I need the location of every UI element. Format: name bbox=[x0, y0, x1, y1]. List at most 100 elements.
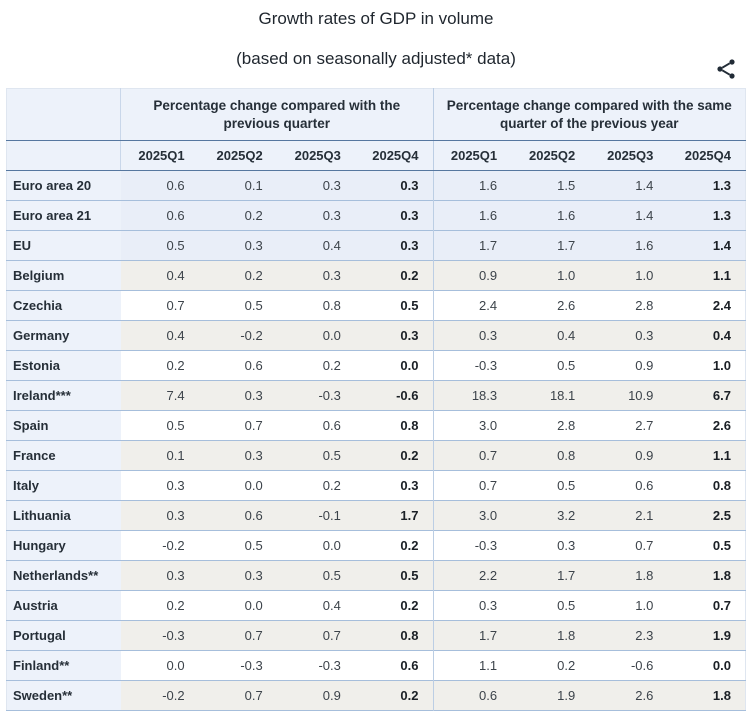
data-cell: 0.6 bbox=[198, 350, 277, 381]
table-row: Euro area 20 0.6 0.1 0.3 0.3 1.6 1.5 1.4 1.3 bbox=[6, 170, 746, 201]
data-cell: 0.0 bbox=[198, 470, 277, 501]
table-body: Euro area 20 0.6 0.1 0.3 0.3 1.6 1.5 1.4 1.3 Euro… bbox=[6, 170, 746, 711]
data-cell: -0.3 bbox=[432, 530, 512, 561]
data-cell: 0.9 bbox=[589, 350, 668, 381]
data-cell: 0.2 bbox=[276, 350, 355, 381]
data-cell: 2.3 bbox=[589, 620, 668, 651]
data-cell: 1.4 bbox=[667, 230, 746, 261]
data-cell: 0.2 bbox=[354, 680, 433, 711]
data-cell: 0.7 bbox=[120, 290, 199, 321]
data-cell: 2.8 bbox=[589, 290, 668, 321]
data-cell: 0.7 bbox=[198, 620, 277, 651]
data-cell: 0.0 bbox=[120, 650, 199, 681]
data-cell: 0.0 bbox=[354, 350, 433, 381]
data-cell: 0.5 bbox=[667, 530, 746, 561]
data-cell: 2.6 bbox=[589, 680, 668, 711]
data-cell: 0.2 bbox=[354, 260, 433, 291]
data-cell: 0.6 bbox=[276, 410, 355, 441]
data-cell: 0.3 bbox=[589, 320, 668, 351]
data-cell: -0.3 bbox=[276, 650, 355, 681]
data-cell: 0.2 bbox=[120, 350, 199, 381]
data-cell: 0.3 bbox=[120, 500, 199, 531]
data-cell: 1.7 bbox=[511, 560, 590, 591]
page-header: Growth rates of GDP in volume (based on … bbox=[0, 8, 752, 79]
data-cell: 0.3 bbox=[198, 560, 277, 591]
quarter-column-header: 2025Q1 bbox=[432, 140, 512, 171]
data-cell: 0.3 bbox=[198, 230, 277, 261]
table-row: Netherlands** 0.3 0.3 0.5 0.5 2.2 1.7 1.8 1.8 bbox=[6, 560, 746, 591]
table-row: Italy 0.3 0.0 0.2 0.3 0.7 0.5 0.6 0.8 bbox=[6, 470, 746, 501]
row-label: France bbox=[6, 440, 121, 471]
data-cell: 0.9 bbox=[589, 440, 668, 471]
data-cell: 1.1 bbox=[432, 650, 512, 681]
data-cell: 0.6 bbox=[354, 650, 433, 681]
share-button[interactable] bbox=[710, 52, 744, 86]
data-cell: 1.8 bbox=[667, 560, 746, 591]
data-cell: 0.1 bbox=[198, 170, 277, 201]
data-cell: 0.3 bbox=[198, 380, 277, 411]
quarter-column-header: 2025Q4 bbox=[354, 140, 433, 171]
data-cell: 0.5 bbox=[198, 530, 277, 561]
data-cell: 18.3 bbox=[432, 380, 512, 411]
row-label: EU bbox=[6, 230, 121, 261]
data-cell: 0.3 bbox=[276, 200, 355, 231]
row-label: Estonia bbox=[6, 350, 121, 381]
data-cell: 2.2 bbox=[432, 560, 512, 591]
data-cell: 0.7 bbox=[432, 440, 512, 471]
table-header: Percentage change compared with the prev… bbox=[6, 88, 746, 171]
row-label: Czechia bbox=[6, 290, 121, 321]
table-row: Belgium 0.4 0.2 0.3 0.2 0.9 1.0 1.0 1.1 bbox=[6, 260, 746, 291]
data-cell: 1.8 bbox=[511, 620, 590, 651]
data-cell: 0.3 bbox=[354, 170, 433, 201]
data-cell: -0.3 bbox=[276, 380, 355, 411]
data-cell: 0.8 bbox=[354, 620, 433, 651]
data-cell: 0.5 bbox=[120, 230, 199, 261]
data-cell: 0.3 bbox=[432, 320, 512, 351]
data-cell: 0.5 bbox=[511, 350, 590, 381]
data-cell: 10.9 bbox=[589, 380, 668, 411]
data-cell: -0.3 bbox=[120, 620, 199, 651]
data-cell: 2.7 bbox=[589, 410, 668, 441]
data-cell: 7.4 bbox=[120, 380, 199, 411]
data-cell: 0.3 bbox=[198, 440, 277, 471]
row-label: Austria bbox=[6, 590, 121, 621]
column-group-header: Percentage change compared with the same… bbox=[432, 88, 746, 141]
data-cell: 1.7 bbox=[432, 620, 512, 651]
row-label: Hungary bbox=[6, 530, 121, 561]
data-cell: 0.3 bbox=[276, 260, 355, 291]
column-group-header: Percentage change compared with the prev… bbox=[120, 88, 433, 141]
data-cell: 0.0 bbox=[198, 590, 277, 621]
data-cell: 1.7 bbox=[511, 230, 590, 261]
gdp-growth-table: Percentage change compared with the prev… bbox=[6, 88, 746, 711]
data-cell: 1.4 bbox=[589, 170, 668, 201]
data-cell: 0.4 bbox=[276, 590, 355, 621]
data-cell: 2.8 bbox=[511, 410, 590, 441]
table-row: Euro area 21 0.6 0.2 0.3 0.3 1.6 1.6 1.4 1.3 bbox=[6, 200, 746, 231]
data-cell: -0.2 bbox=[120, 680, 199, 711]
data-cell: 1.8 bbox=[667, 680, 746, 711]
row-label: Finland** bbox=[6, 650, 121, 681]
data-cell: 0.4 bbox=[511, 320, 590, 351]
corner-cell bbox=[6, 140, 121, 171]
corner-cell bbox=[6, 88, 121, 141]
data-cell: 0.5 bbox=[120, 410, 199, 441]
data-cell: 1.9 bbox=[667, 620, 746, 651]
data-cell: 6.7 bbox=[667, 380, 746, 411]
table-row: Finland** 0.0 -0.3 -0.3 0.6 1.1 0.2 -0.6 0.0 bbox=[6, 650, 746, 681]
table-row: Germany 0.4 -0.2 0.0 0.3 0.3 0.4 0.3 0.4 bbox=[6, 320, 746, 351]
data-cell: 0.5 bbox=[511, 590, 590, 621]
data-cell: 1.0 bbox=[589, 260, 668, 291]
data-cell: 1.3 bbox=[667, 170, 746, 201]
data-cell: 3.2 bbox=[511, 500, 590, 531]
table-row: France 0.1 0.3 0.5 0.2 0.7 0.8 0.9 1.1 bbox=[6, 440, 746, 471]
data-cell: 0.5 bbox=[511, 470, 590, 501]
row-label: Germany bbox=[6, 320, 121, 351]
data-cell: 0.3 bbox=[354, 230, 433, 261]
row-label: Sweden** bbox=[6, 680, 121, 711]
data-cell: 0.3 bbox=[354, 200, 433, 231]
data-cell: 2.6 bbox=[667, 410, 746, 441]
data-cell: 0.2 bbox=[198, 200, 277, 231]
quarter-column-header: 2025Q2 bbox=[198, 140, 277, 171]
data-cell: 0.7 bbox=[667, 590, 746, 621]
data-cell: 0.5 bbox=[276, 560, 355, 591]
